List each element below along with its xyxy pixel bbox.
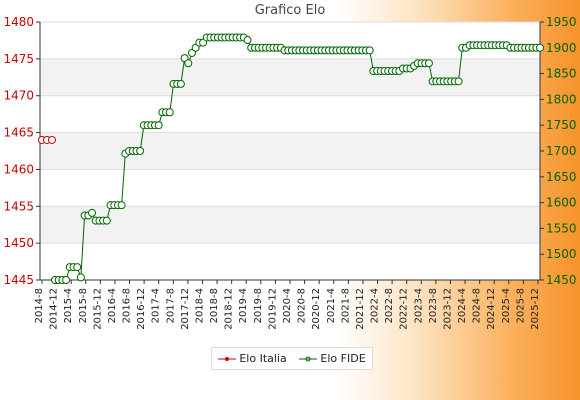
x-tick-label: 2024-8 <box>472 288 483 323</box>
x-tick-label: 2018-12 <box>224 288 235 330</box>
data-point-fide <box>424 59 433 68</box>
right-tick-label: 1850 <box>546 67 577 81</box>
x-tick-label: 2021-4 <box>326 288 337 323</box>
x-tick-label: 2019-12 <box>267 288 278 330</box>
data-point-fide <box>62 276 71 284</box>
right-tick-label: 1650 <box>546 170 577 184</box>
left-tick-label: 1470 <box>3 89 34 103</box>
legend-swatch-italia-icon <box>218 356 237 361</box>
data-point-fide <box>184 59 193 68</box>
right-tick-label: 1600 <box>546 196 577 210</box>
data-point-fide <box>243 36 252 45</box>
x-tick-label: 2022-8 <box>384 288 395 323</box>
left-tick-label: 1480 <box>3 15 34 29</box>
chart-title: Grafico Elo <box>254 3 326 18</box>
data-point-fide <box>136 147 145 155</box>
data-point-fide <box>102 216 111 225</box>
x-tick-label: 2016-8 <box>122 288 133 323</box>
x-tick-label: 2021-8 <box>340 288 351 323</box>
x-tick-label: 2019-4 <box>238 288 249 323</box>
legend-label-italia: Elo Italia <box>239 352 287 365</box>
data-point-fide <box>365 46 374 55</box>
x-tick-label: 2020-12 <box>311 288 322 330</box>
x-tick-label: 2015-4 <box>63 288 74 323</box>
legend-label-fide: Elo FIDE <box>320 352 366 365</box>
x-tick-label: 2023-12 <box>442 288 453 330</box>
data-point-fide <box>165 108 174 117</box>
data-point-fide <box>73 263 82 272</box>
right-tick-label: 1500 <box>546 247 577 261</box>
data-point-fide <box>154 121 163 130</box>
x-tick-label: 2024-12 <box>486 288 497 330</box>
x-tick-label: 2024-4 <box>457 288 468 323</box>
x-tick-label: 2025-12 <box>530 288 541 330</box>
x-tick-label: 2015-12 <box>92 288 103 330</box>
x-tick-label: 2018-8 <box>209 288 220 323</box>
grid-band <box>40 206 540 244</box>
legend-item-italia[interactable]: Elo Italia <box>218 352 287 365</box>
data-point-fide <box>454 77 463 86</box>
x-tick-label: 2014-12 <box>49 288 60 330</box>
grid-band <box>40 58 540 96</box>
x-tick-label: 2015-8 <box>78 288 89 323</box>
left-tick-label: 1445 <box>3 273 34 287</box>
left-tick-label: 1465 <box>3 126 34 140</box>
x-tick-label: 2022-12 <box>399 288 410 330</box>
right-tick-label: 1800 <box>546 92 577 106</box>
right-tick-label: 1750 <box>546 118 577 132</box>
left-tick-label: 1455 <box>3 199 34 213</box>
x-tick-label: 2016-12 <box>136 288 147 330</box>
data-point-fide <box>88 208 97 217</box>
data-point-fide <box>117 201 126 210</box>
x-tick-label: 2019-8 <box>253 288 264 323</box>
right-tick-label: 1900 <box>546 41 577 55</box>
x-tick-label: 2020-8 <box>297 288 308 323</box>
x-tick-label: 2018-4 <box>194 288 205 323</box>
x-tick-label: 2017-8 <box>165 288 176 323</box>
right-tick-label: 1950 <box>546 15 577 29</box>
data-point-italia <box>48 135 56 144</box>
legend-item-fide[interactable]: Elo FIDE <box>299 352 366 365</box>
right-tick-label: 1700 <box>546 144 577 158</box>
left-tick-label: 1475 <box>3 52 34 66</box>
x-tick-label: 2022-4 <box>370 288 381 323</box>
x-tick-label: 2025-8 <box>515 288 526 323</box>
data-point-fide <box>176 79 185 88</box>
x-tick-label: 2023-8 <box>428 288 439 323</box>
x-tick-label: 2017-12 <box>180 288 191 330</box>
legend: Elo Italia Elo FIDE <box>211 347 373 370</box>
x-tick-label: 2014-8 <box>34 288 45 323</box>
x-tick-label: 2017-4 <box>151 288 162 323</box>
left-tick-label: 1460 <box>3 162 34 176</box>
x-tick-label: 2021-12 <box>355 288 366 330</box>
x-tick-label: 2025-4 <box>501 288 512 323</box>
data-point-fide <box>536 43 544 52</box>
x-tick-label: 2020-4 <box>282 288 293 323</box>
x-tick-label: 2023-4 <box>413 288 424 323</box>
data-point-fide <box>76 273 85 282</box>
right-tick-label: 1450 <box>546 273 577 287</box>
x-tick-label: 2016-4 <box>107 288 118 323</box>
legend-swatch-fide-icon <box>299 356 318 361</box>
right-tick-label: 1550 <box>546 221 577 235</box>
left-tick-label: 1450 <box>3 236 34 250</box>
grid-band <box>40 132 540 170</box>
